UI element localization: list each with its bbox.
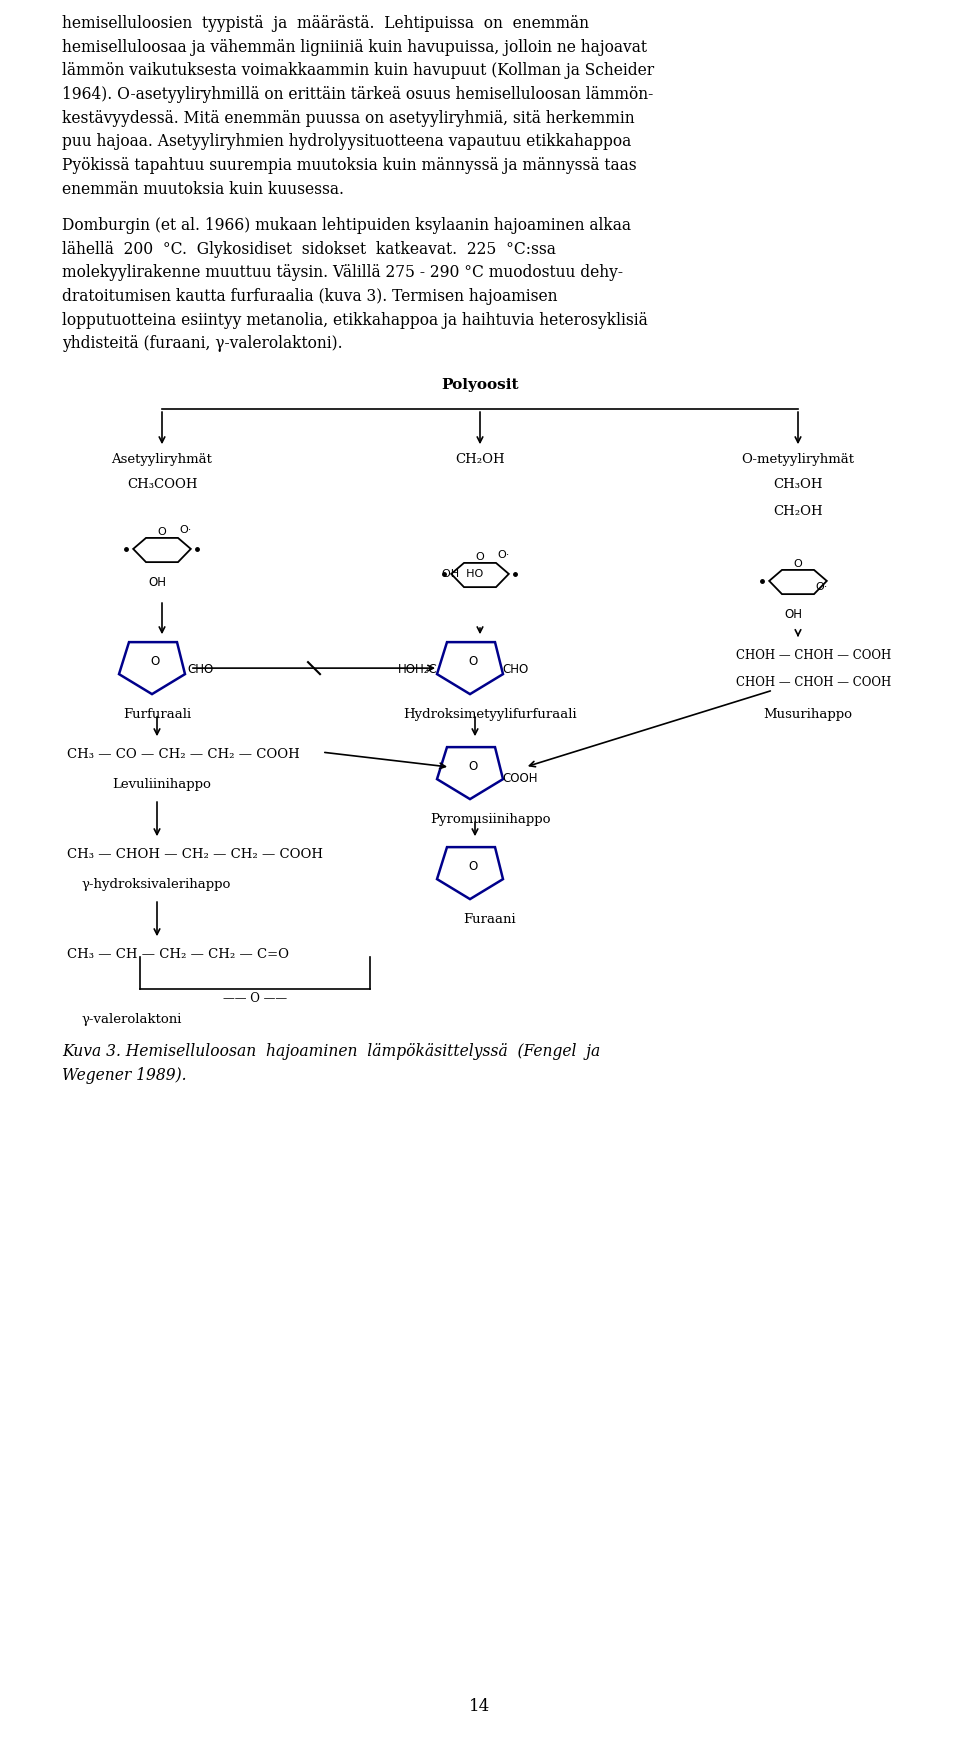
Text: —— O ——: —— O —— xyxy=(223,991,287,1005)
Text: lopputuotteina esiintyy metanolia, etikkahappoa ja haihtuvia heterosyklisiä: lopputuotteina esiintyy metanolia, etikk… xyxy=(62,311,648,329)
Text: O: O xyxy=(794,558,803,569)
Text: CHOH — CHOH — COOH: CHOH — CHOH — COOH xyxy=(736,676,891,689)
Text: hemiselluloosien  tyypistä  ja  määrästä.  Lehtipuissa  on  enemmän: hemiselluloosien tyypistä ja määrästä. L… xyxy=(62,16,589,31)
Text: CH₃ — CH — CH₂ — CH₂ — C=O: CH₃ — CH — CH₂ — CH₂ — C=O xyxy=(67,948,289,960)
Text: OH  HO: OH HO xyxy=(442,569,483,579)
Text: CH₃ — CO — CH₂ — CH₂ — COOH: CH₃ — CO — CH₂ — CH₂ — COOH xyxy=(67,748,300,760)
Text: 1964). O-asetyyliryhmillä on erittäin tärkeä osuus hemiselluloosan lämmön-: 1964). O-asetyyliryhmillä on erittäin tä… xyxy=(62,85,653,103)
Text: OH: OH xyxy=(784,607,802,621)
Text: kestävyydessä. Mitä enemmän puussa on asetyyliryhmiä, sitä herkemmin: kestävyydessä. Mitä enemmän puussa on as… xyxy=(62,110,635,127)
Text: O·: O· xyxy=(497,550,510,560)
Text: CHOH — CHOH — COOH: CHOH — CHOH — COOH xyxy=(736,649,891,663)
Text: CH₂OH: CH₂OH xyxy=(773,504,823,518)
Text: 14: 14 xyxy=(469,1697,491,1715)
Text: lämmön vaikutuksesta voimakkaammin kuin havupuut (Kollman ja Scheider: lämmön vaikutuksesta voimakkaammin kuin … xyxy=(62,63,654,80)
Text: Domburgin (et al. 1966) mukaan lehtipuiden ksylaanin hajoaminen alkaa: Domburgin (et al. 1966) mukaan lehtipuid… xyxy=(62,217,631,235)
Text: Kuva 3. Hemiselluloosan  hajoaminen  lämpökäsittelyssä  (Fengel  ja: Kuva 3. Hemiselluloosan hajoaminen lämpö… xyxy=(62,1042,600,1059)
Text: γ-valerolaktoni: γ-valerolaktoni xyxy=(82,1012,182,1026)
Text: COOH: COOH xyxy=(502,770,538,784)
Text: hemiselluloosaa ja vähemmän ligniiniä kuin havupuissa, jolloin ne hajoavat: hemiselluloosaa ja vähemmän ligniiniä ku… xyxy=(62,38,647,56)
Text: yhdisteitä (furaani, γ-valerolaktoni).: yhdisteitä (furaani, γ-valerolaktoni). xyxy=(62,336,343,353)
Text: Pyromusiinihappo: Pyromusiinihappo xyxy=(430,812,550,826)
Text: O·: O· xyxy=(180,525,192,534)
Text: Asetyyliryhmät: Asetyyliryhmät xyxy=(111,452,212,466)
Text: CH₂OH: CH₂OH xyxy=(455,452,505,466)
Text: O: O xyxy=(157,527,166,537)
Text: O-metyyliryhmät: O-metyyliryhmät xyxy=(741,452,854,466)
Text: CHO: CHO xyxy=(187,663,213,675)
Text: CH₃COOH: CH₃COOH xyxy=(127,478,197,490)
Text: puu hajoaa. Asetyyliryhmien hydrolyysituotteena vapautuu etikkahappoa: puu hajoaa. Asetyyliryhmien hydrolyysitu… xyxy=(62,134,632,150)
Text: enemmän muutoksia kuin kuusessa.: enemmän muutoksia kuin kuusessa. xyxy=(62,181,344,198)
Text: Musurihappo: Musurihappo xyxy=(763,708,852,720)
Text: Furfuraali: Furfuraali xyxy=(123,708,191,720)
Text: Furaani: Furaani xyxy=(464,913,516,925)
Text: Wegener 1989).: Wegener 1989). xyxy=(62,1066,186,1083)
Text: O: O xyxy=(151,654,159,668)
Text: Hydroksimetyylifurfuraali: Hydroksimetyylifurfuraali xyxy=(403,708,577,720)
Text: molekyylirakenne muuttuu täysin. Välillä 275 - 290 °C muodostuu dehy-: molekyylirakenne muuttuu täysin. Välillä… xyxy=(62,264,623,282)
Text: O: O xyxy=(468,760,478,772)
Text: O: O xyxy=(475,551,485,562)
Text: Pyökissä tapahtuu suurempia muutoksia kuin männyssä ja männyssä taas: Pyökissä tapahtuu suurempia muutoksia ku… xyxy=(62,157,636,174)
Text: HOH₂C: HOH₂C xyxy=(398,663,438,675)
Text: γ-hydroksivalerihappo: γ-hydroksivalerihappo xyxy=(82,878,231,890)
Text: lähellä  200  °C.  Glykosidiset  sidokset  katkeavat.  225  °C:ssa: lähellä 200 °C. Glykosidiset sidokset ka… xyxy=(62,240,556,257)
Text: dratoitumisen kautta furfuraalia (kuva 3). Termisen hajoamisen: dratoitumisen kautta furfuraalia (kuva 3… xyxy=(62,289,558,304)
Text: Polyoosit: Polyoosit xyxy=(442,377,518,391)
Text: OH: OH xyxy=(148,576,166,590)
Text: O·: O· xyxy=(816,583,828,591)
Text: Levuliinihappo: Levuliinihappo xyxy=(112,777,211,791)
Text: O: O xyxy=(468,654,478,668)
Text: CH₃OH: CH₃OH xyxy=(773,478,823,490)
Text: O: O xyxy=(468,859,478,873)
Text: CHO: CHO xyxy=(502,663,528,675)
Text: CH₃ — CHOH — CH₂ — CH₂ — COOH: CH₃ — CHOH — CH₂ — CH₂ — COOH xyxy=(67,847,323,861)
